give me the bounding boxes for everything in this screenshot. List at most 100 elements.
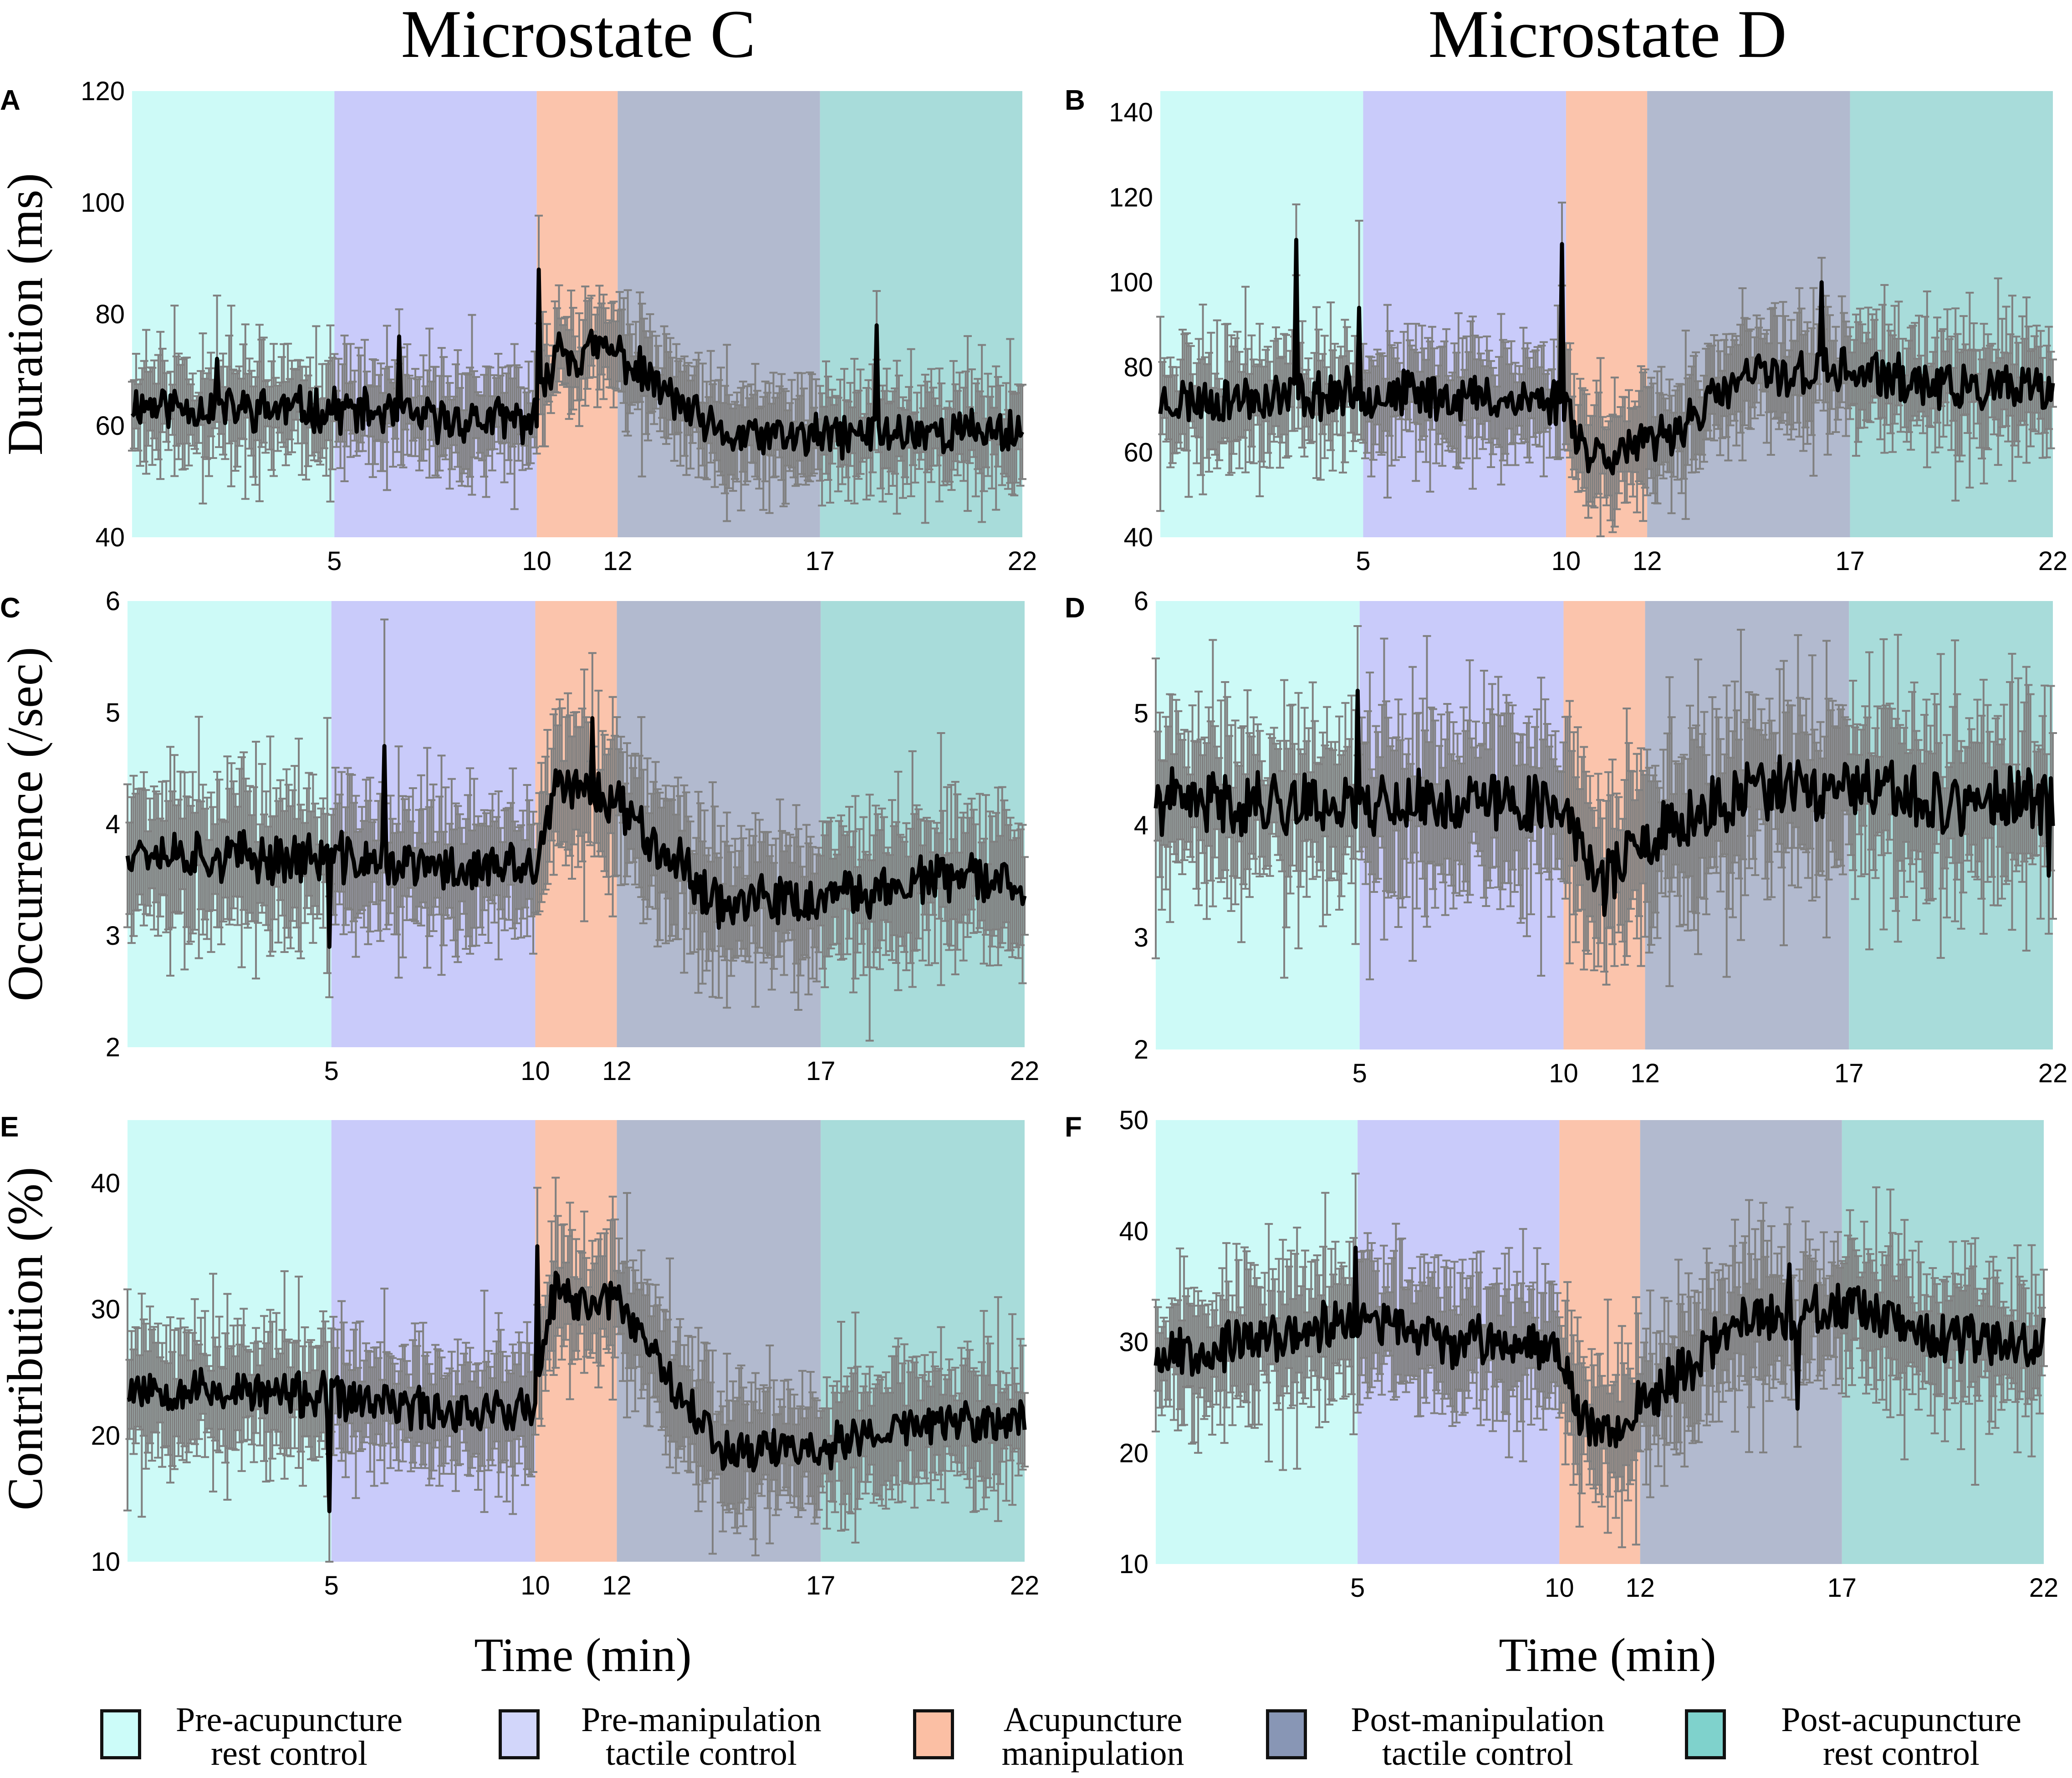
legend-label-line1: Post-manipulation (1351, 1701, 1605, 1739)
x-tick-label: 10 (1551, 546, 1581, 576)
y-tick-label: 5 (1134, 698, 1148, 728)
panel-letter-b: B (1065, 85, 1085, 116)
x-tick-label: 22 (1010, 1571, 1040, 1600)
y-axis-label-e: Contribution (%) (0, 1167, 53, 1511)
error-bar (1018, 383, 1026, 480)
phase-band-post-rest (1850, 91, 2053, 537)
error-bar (1021, 1392, 1029, 1468)
error-bar (1156, 316, 1164, 512)
y-tick-label: 5 (106, 698, 120, 728)
mean-series-line (127, 1244, 1027, 1513)
error-bar (123, 1288, 132, 1512)
legend-label-line2: tactile control (606, 1734, 797, 1773)
legend-label-acupuncture: Acupuncture manipulation (965, 1701, 1220, 1773)
y-tick-label: 10 (91, 1547, 120, 1577)
x-tick-label: 5 (324, 1571, 339, 1600)
legend-label-line1: Pre-manipulation (581, 1701, 822, 1739)
y-tick-label: 20 (1119, 1438, 1148, 1468)
y-tick-label: 2 (1134, 1035, 1148, 1065)
y-tick-label: 50 (1119, 1106, 1148, 1135)
legend-label-line1: Pre-acupuncture (176, 1701, 403, 1739)
legend-label-line2: manipulation (1001, 1734, 1184, 1773)
legend-label-line2: rest control (1822, 1734, 1980, 1773)
y-tick-label: 40 (91, 1169, 120, 1198)
legend-item-pre-rest: Pre-acupuncture rest control (100, 1701, 492, 1773)
x-tick-label: 17 (806, 1056, 836, 1086)
x-tick-label: 12 (603, 546, 633, 576)
y-tick-label: 4 (1134, 811, 1148, 841)
y-tick-label: 20 (91, 1421, 120, 1451)
legend-swatch-pre-rest (100, 1709, 141, 1759)
y-tick-label: 3 (1134, 923, 1148, 953)
x-tick-label: 17 (1834, 1059, 1864, 1088)
x-tick-label: 12 (1630, 1059, 1660, 1088)
mean-series-line (1153, 688, 2055, 917)
x-axis-label-right: Time (min) (1499, 1628, 1716, 1681)
x-tick-label: 10 (1549, 1059, 1578, 1088)
phase-band-post-rest (821, 601, 1025, 1047)
panel-letter-f: F (1065, 1111, 1082, 1143)
error-bar (2049, 732, 2057, 920)
legend-swatch-post-tactile (1266, 1709, 1307, 1759)
column-title-microstate-d: Microstate D (1428, 0, 1787, 72)
y-tick-label: 140 (1109, 98, 1153, 127)
panel-letter-c: C (0, 592, 20, 624)
panel-letter-d: D (1065, 592, 1085, 624)
x-tick-label: 17 (1827, 1573, 1857, 1603)
x-tick-label: 10 (521, 1056, 550, 1086)
legend-label-line2: rest control (210, 1734, 367, 1773)
plot-panel-e: 10 20 30 40 5 10 12 17 22 (91, 1120, 1039, 1600)
plot-panel-c: 2 3 4 5 6 5 10 12 17 22 (106, 586, 1040, 1086)
y-tick-label: 120 (81, 76, 125, 106)
y-tick-label: 40 (1119, 1217, 1148, 1246)
y-axis-label-c: Occurrence (/sec) (0, 647, 53, 1002)
y-tick-label: 80 (1123, 353, 1153, 382)
x-tick-label: 12 (1625, 1573, 1655, 1603)
x-tick-label: 5 (1352, 1059, 1367, 1088)
x-tick-label: 17 (805, 546, 835, 576)
x-tick-label: 12 (1633, 546, 1662, 576)
legend-item-acupuncture: Acupuncture manipulation (913, 1701, 1259, 1773)
y-tick-label: 4 (106, 810, 120, 839)
plot-panel-a: 40 60 80 100 120 5 10 12 17 22 (81, 76, 1037, 576)
x-tick-label: 5 (327, 546, 342, 576)
legend-label-line1: Acupuncture (1003, 1701, 1183, 1739)
y-tick-label: 100 (81, 188, 125, 218)
x-tick-label: 22 (1010, 1056, 1040, 1086)
x-axis-label-left: Time (min) (474, 1628, 692, 1681)
x-tick-label: 17 (806, 1571, 836, 1600)
mean-series-line (125, 716, 1027, 949)
x-tick-label: 10 (521, 1571, 550, 1600)
y-tick-label: 30 (91, 1295, 120, 1325)
y-tick-label: 80 (95, 300, 125, 329)
x-tick-label: 10 (522, 546, 551, 576)
y-axis-label-a: Duration (ms) (0, 173, 53, 456)
y-tick-label: 30 (1119, 1328, 1148, 1357)
x-tick-label: 22 (2038, 546, 2068, 576)
legend-label-line2: tactile control (1382, 1734, 1573, 1773)
y-tick-label: 3 (106, 921, 120, 951)
x-tick-label: 12 (602, 1571, 632, 1600)
x-tick-label: 5 (1350, 1573, 1365, 1603)
x-tick-label: 5 (1356, 546, 1370, 576)
phase-band-pre-rest (132, 91, 335, 537)
panel-letter-a: A (0, 85, 20, 116)
legend-swatch-post-rest (1685, 1709, 1726, 1759)
legend-label-pre-rest: Pre-acupuncture rest control (153, 1701, 426, 1773)
legend-label-post-rest: Post-acupuncture rest control (1737, 1702, 2065, 1773)
legend-swatch-acupuncture (913, 1709, 954, 1759)
error-bar (1152, 657, 1160, 959)
x-tick-label: 22 (2038, 1059, 2068, 1088)
y-tick-label: 6 (106, 586, 120, 616)
y-tick-label: 40 (95, 523, 125, 552)
legend-item-post-rest: Post-acupuncture rest control (1685, 1702, 2067, 1773)
mean-series-line (1153, 1245, 2046, 1449)
plot-panel-b: 40 60 80 100 120 140 5 10 12 17 22 (1109, 91, 2067, 576)
legend-item-post-tactile: Post-manipulation tactile control (1266, 1701, 1658, 1773)
phase-band-pre-tactile (1363, 91, 1566, 537)
legend-label-post-tactile: Post-manipulation tactile control (1318, 1701, 1637, 1773)
y-tick-label: 60 (1123, 438, 1153, 467)
plot-panel-d: 2 3 4 5 6 5 10 12 17 22 (1134, 586, 2068, 1088)
error-bars (1152, 625, 2057, 987)
mean-series-line (1158, 238, 2055, 476)
